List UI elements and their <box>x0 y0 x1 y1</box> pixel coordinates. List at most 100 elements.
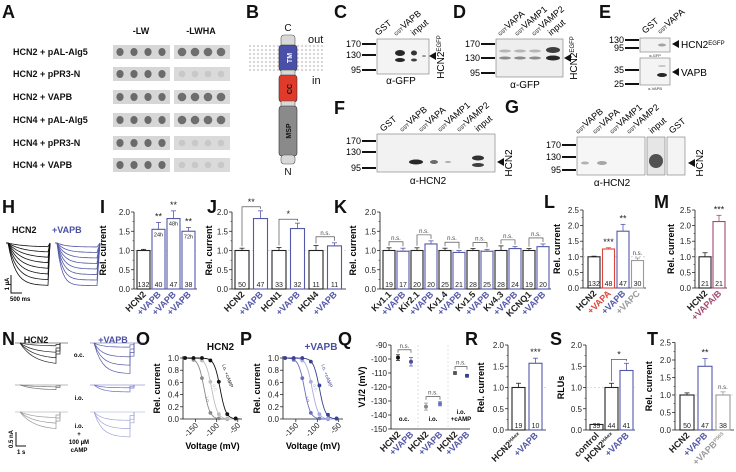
panel-letter-j: J <box>207 197 217 217</box>
y-tick-label: 1.0 <box>680 253 692 262</box>
current-trace <box>93 411 135 438</box>
y-axis-label: Rel. current <box>644 361 654 411</box>
protein-band <box>499 49 511 53</box>
y-tick-label: -140 <box>371 411 388 420</box>
n-label: 50 <box>238 282 246 289</box>
scale-bar <box>10 275 22 294</box>
plate-strip-lw <box>113 158 170 172</box>
n-label: 10 <box>532 423 540 430</box>
y-tick-label: 0.0 <box>365 285 377 294</box>
yeast-colony <box>216 47 226 57</box>
out-label: out <box>308 34 323 46</box>
y-tick-label: 0.5 <box>568 268 580 277</box>
arrowhead-icon <box>688 159 695 167</box>
target-name: HCN2 <box>436 51 447 79</box>
protein-band <box>546 47 560 53</box>
panel-letter-g: G <box>505 97 519 117</box>
lane-label-name: GST <box>667 116 688 136</box>
panel-letter-q: Q <box>338 329 352 349</box>
x-tick-label: -50 <box>329 421 344 436</box>
significance-label: n.s. <box>447 236 457 242</box>
data-point <box>208 358 213 363</box>
yeast-colony <box>158 116 166 124</box>
data-point <box>438 401 442 406</box>
yeast-colony <box>144 93 152 101</box>
protein-band <box>514 56 526 60</box>
plate-strip-lw <box>113 67 170 81</box>
yeast-colony <box>191 139 199 147</box>
n-label: 28 <box>497 282 505 289</box>
data-point <box>183 356 188 360</box>
panel-letter-m: M <box>654 192 669 212</box>
lane-label-name: VAPA <box>663 7 687 29</box>
fit-curve <box>183 357 240 420</box>
yeast-colony <box>144 116 152 124</box>
y-axis-label: Rel. current <box>666 224 676 274</box>
lane-label-superscript: GST <box>657 24 669 35</box>
current-trace <box>19 342 61 353</box>
arrowhead-icon <box>497 158 504 166</box>
current-trace <box>93 342 135 348</box>
significance-bracket <box>611 358 627 382</box>
x-tick-label: -150 <box>283 421 301 439</box>
protein-band <box>658 65 666 67</box>
panel-letter-f: F <box>334 98 345 118</box>
yeast-colony <box>130 93 138 101</box>
plate-strip-lwha <box>174 158 230 172</box>
y-tick-label: 2.0 <box>365 208 377 217</box>
chart-panel-o: 0.0 0.2 0.4 0.6 0.8 1.0 -150 -100 -50 Rel. curren… <box>152 342 243 451</box>
current-trace <box>93 342 135 366</box>
condition-plus: + <box>77 432 81 438</box>
curve-label: i.o. <box>203 396 211 404</box>
yeast-colony <box>204 161 212 169</box>
y-tick-label: 0.5 <box>571 405 583 414</box>
scale-bar <box>15 432 26 447</box>
lane-label-superscript: GST <box>393 26 405 37</box>
panel-letter-o: O <box>136 329 150 349</box>
yeast-colony <box>190 92 200 102</box>
y-axis-label: RLUs <box>556 376 566 400</box>
y-tick-label: 0.0 <box>660 426 672 435</box>
y-axis-label: Rel. current <box>348 225 358 275</box>
bar <box>252 217 269 290</box>
panel-a-yeast-two-hybrid: -LW -LWHA HCN2 + pAL-Alg5 HCN2 + pPR3-N HC… <box>13 26 230 172</box>
condition-camp-concentration: 100 µM <box>69 440 89 446</box>
significance-label: n.s. <box>419 229 429 235</box>
n-label: 25 <box>441 282 449 289</box>
data-point <box>308 411 313 415</box>
data-point <box>326 412 330 417</box>
yeast-colony <box>203 92 213 102</box>
n-label: 20 <box>427 282 435 289</box>
marker-label: 95 <box>614 43 624 53</box>
significance-label: * <box>286 209 290 219</box>
arrowhead-icon <box>672 40 679 48</box>
traces-title-vapb: +VAPB <box>98 335 128 345</box>
significance-bracket <box>528 237 544 247</box>
y2h-row: HCN4 + pAL-Alg5 <box>13 113 230 127</box>
antibody-label: α-HCN2 <box>594 178 631 189</box>
curve-label: o.c. <box>311 383 319 393</box>
protein-band <box>597 161 607 165</box>
plate-strip-lwha <box>174 45 230 59</box>
significance-bracket <box>425 396 441 400</box>
yeast-colony <box>217 139 225 147</box>
y-tick-label: 1.5 <box>680 237 692 246</box>
data-point <box>308 379 313 384</box>
yeast-colony <box>158 139 166 147</box>
data-point <box>191 356 196 360</box>
condition-io: i.o. <box>75 396 84 402</box>
target-name: HCN2 <box>681 40 709 51</box>
condition-camp: cAMP <box>71 448 88 454</box>
current-trace <box>6 242 51 281</box>
current-trace <box>55 242 101 264</box>
yeast-colony <box>191 70 199 78</box>
yeast-colony <box>116 139 124 147</box>
y-tick-label: 1.5 <box>493 362 505 371</box>
y-tick-label: 1.0 <box>568 253 580 262</box>
target-name: HCN2 <box>695 149 706 177</box>
current-trace <box>93 342 135 374</box>
n-label: 28 <box>469 282 477 289</box>
lane-label: GST <box>378 114 399 134</box>
